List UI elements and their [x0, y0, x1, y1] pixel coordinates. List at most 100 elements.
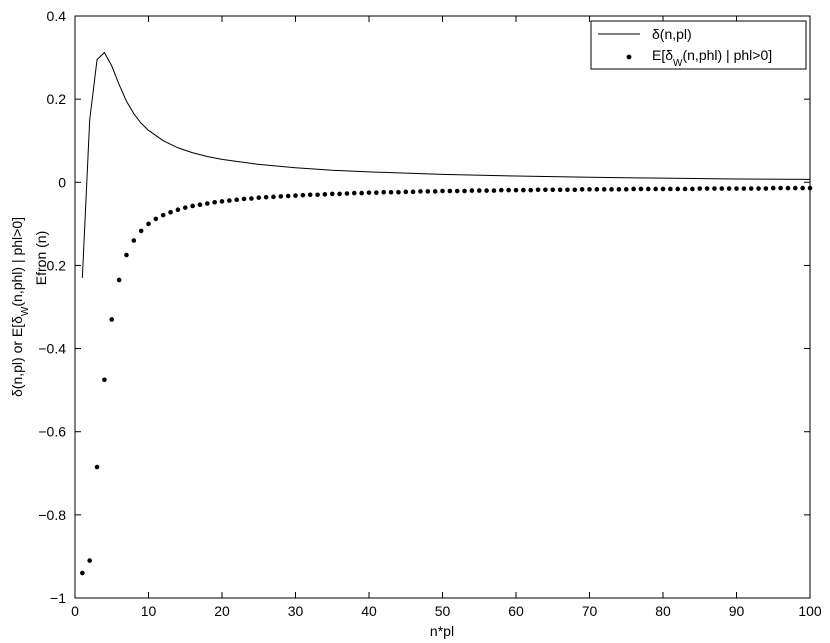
legend-entry-line: δ(n,pl): [652, 26, 692, 42]
x-tick-label: 100: [798, 603, 822, 619]
data-point: [616, 187, 622, 192]
x-tick-label: 0: [71, 603, 79, 619]
svg-text:δ(n,pl) or E[δW(n,phl) | phl>0: δ(n,pl) or E[δW(n,phl) | phl>0]: [9, 217, 31, 397]
data-point: [175, 207, 181, 213]
data-point: [322, 192, 328, 197]
data-point: [469, 188, 475, 193]
data-point: [748, 186, 754, 191]
data-point: [352, 190, 357, 196]
data-point: [219, 199, 225, 204]
legend-dot-swatch: [626, 54, 632, 60]
data-point: [271, 194, 276, 200]
x-tick-label: 70: [582, 603, 598, 619]
data-point: [153, 216, 159, 222]
y-axis-label-line2: Efron (n): [33, 231, 49, 285]
data-point: [601, 187, 607, 192]
series-layer: [80, 51, 813, 576]
data-point: [374, 190, 379, 195]
data-point: [396, 189, 401, 195]
y-axis: −1 −0.8 −0.6 −0.4 −0.2 0 0.2 0.4: [38, 8, 810, 606]
data-point: [425, 189, 431, 194]
data-point: [506, 187, 511, 193]
data-point: [190, 203, 195, 209]
plot-area: [74, 15, 811, 599]
data-point: [609, 187, 614, 192]
data-point: [109, 317, 115, 322]
legend: δ(n,pl) E[δW(n,phl) | phl>0]: [590, 20, 807, 70]
data-point: [293, 193, 298, 198]
data-point: [300, 192, 306, 198]
data-point: [770, 185, 776, 191]
data-point: [124, 252, 129, 258]
data-point: [660, 186, 666, 192]
y-tick-label: 0.4: [47, 8, 67, 24]
data-point: [249, 196, 254, 201]
data-point: [800, 185, 805, 191]
data-point: [697, 186, 703, 191]
data-point: [535, 187, 541, 193]
legend-box: [590, 20, 807, 70]
x-tick-label: 30: [288, 603, 304, 619]
y-axis-label: δ(n,pl) or E[δW(n,phl) | phl>0]: [9, 217, 31, 397]
x-axis: 0 10 20 30 40 50 60 70 80 90 100: [71, 16, 822, 619]
data-point: [234, 197, 239, 203]
data-point: [521, 187, 526, 193]
data-point: [94, 464, 100, 470]
legend-entry-scatter-suffix: (n,phl) | phl>0]: [682, 47, 772, 63]
data-point: [653, 186, 658, 192]
y-axis-label-subscript: W: [20, 306, 31, 316]
y-axis-label-prefix: δ(n,pl) or E[δ: [9, 316, 25, 397]
data-point: [87, 558, 92, 563]
data-point: [263, 194, 269, 200]
data-point: [160, 212, 166, 218]
data-point: [440, 188, 445, 194]
data-point: [623, 187, 629, 192]
x-tick-label: 10: [141, 603, 157, 619]
data-point: [344, 191, 350, 196]
data-point: [484, 188, 489, 193]
data-point: [807, 185, 813, 191]
data-point: [491, 188, 497, 193]
data-point: [572, 187, 578, 193]
data-point: [116, 277, 122, 283]
data-point: [315, 192, 320, 198]
data-point: [285, 193, 291, 199]
data-point: [476, 188, 482, 193]
data-point: [690, 186, 695, 192]
data-point: [241, 196, 247, 202]
data-point: [256, 195, 262, 200]
data-point: [205, 201, 210, 206]
data-point: [778, 185, 783, 191]
data-point: [499, 187, 504, 193]
y-tick-label: −0.6: [38, 424, 66, 440]
data-point: [793, 185, 798, 191]
data-point: [359, 190, 364, 196]
y-tick-label: −0.2: [38, 257, 66, 273]
data-point: [447, 188, 453, 194]
data-point: [182, 205, 188, 210]
data-point: [763, 186, 769, 191]
data-point: [528, 187, 533, 193]
data-point: [734, 186, 739, 191]
x-axis-label: n*pl: [430, 623, 454, 639]
legend-entry-scatter-subscript: W: [673, 58, 683, 69]
y-tick-label: −1: [50, 590, 66, 606]
legend-entry-scatter-prefix: E[δ: [652, 47, 673, 63]
data-point: [337, 191, 342, 197]
data-point: [594, 187, 600, 192]
y-tick-label: 0: [58, 174, 66, 190]
data-point: [307, 192, 313, 198]
data-point: [565, 187, 570, 193]
legend-entry-scatter: E[δW(n,phl) | phl>0]: [652, 47, 772, 69]
y-tick-label: 0.2: [47, 91, 67, 107]
legend-entry-line-prefix: δ(n,pl): [652, 26, 692, 42]
data-point: [579, 187, 585, 192]
data-point: [719, 186, 725, 191]
y-axis-label-secondary: Efron (n): [33, 231, 49, 285]
data-point: [543, 187, 548, 193]
data-point: [102, 377, 107, 383]
series-line: [81, 51, 811, 278]
data-point: [197, 202, 203, 208]
data-point: [741, 186, 747, 191]
